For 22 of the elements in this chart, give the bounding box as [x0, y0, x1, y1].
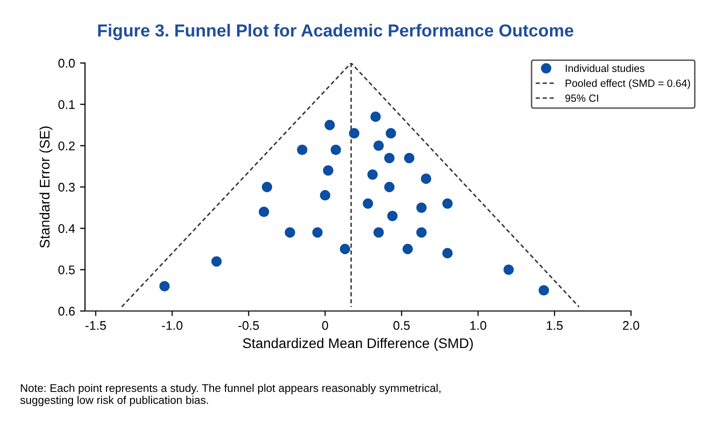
legend-label: Individual studies — [566, 64, 644, 72]
x-tick-label: -0.5 — [238, 321, 259, 330]
x-tick-label: -1.5 — [85, 321, 106, 330]
x-tick-label: 2.0 — [622, 321, 640, 330]
chart-title: Figure 3. Funnel Plot for Academic Performance Outcome — [98, 24, 574, 40]
x-axis-title: Standardized Mean Difference (SMD) — [242, 338, 473, 351]
x-tick-label: 1.0 — [470, 321, 486, 330]
y-tick-label: 0.3 — [58, 182, 75, 192]
y-tick-label: 0.1 — [58, 100, 75, 109]
text: Note: Each point represents a study. The funnel plot appears reasonably symmetrical, suggesting low risk of publication bias. — [20, 384, 440, 406]
y-tick-label: 0.6 — [58, 306, 75, 316]
y-tick-label: 0.0 — [58, 58, 75, 68]
y-tick-label: 0.2 — [58, 141, 75, 150]
legend-label: 95% CI — [565, 94, 598, 102]
x-tick-label: 1.5 — [546, 321, 563, 330]
x-tick-label: 0.5 — [393, 321, 410, 330]
x-tick-label: 0 — [322, 321, 328, 330]
x-tick-label: -1.0 — [162, 321, 182, 330]
legend-label: Pooled effect (SMD = 0.64) — [566, 79, 690, 89]
y-axis-title: Standard Error (SE) — [39, 126, 52, 248]
y-tick-label: 0.5 — [58, 265, 75, 274]
y-tick-label: 0.4 — [58, 224, 75, 233]
